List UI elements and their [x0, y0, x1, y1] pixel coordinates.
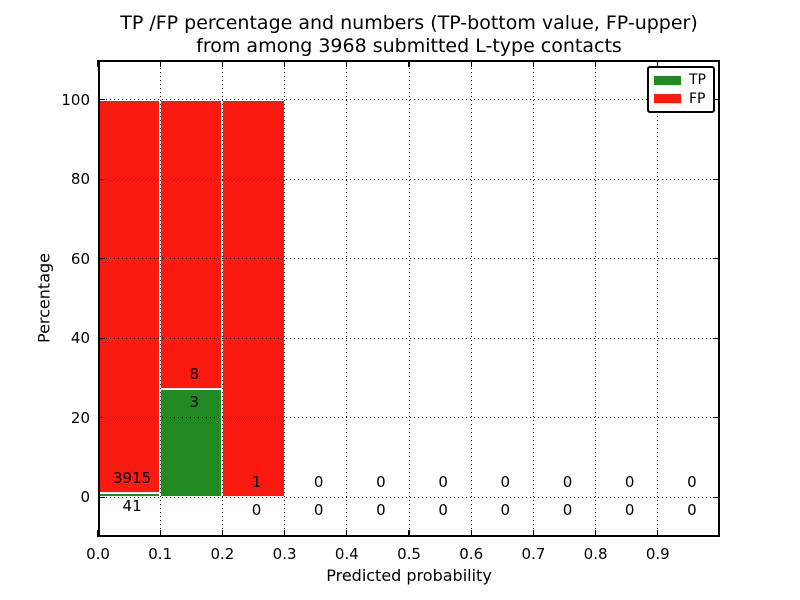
y-tick-mark-left [98, 417, 105, 419]
y-tick-label: 0 [80, 488, 90, 507]
x-tick-mark-bottom [532, 530, 535, 537]
legend-label-fp: FP [689, 90, 706, 107]
y-tick-mark-right [713, 417, 720, 419]
fp-count-label: 1 [251, 473, 262, 492]
x-tick-mark-top [284, 60, 286, 67]
x-axis-label: Predicted probability [326, 566, 492, 585]
fp-count-label: 8 [189, 364, 200, 383]
x-tick-label: 0.3 [272, 545, 297, 563]
x-tick-mark-bottom [595, 530, 597, 537]
legend-item-fp: FP [654, 92, 708, 106]
fp-count-label: 0 [376, 473, 386, 492]
y-tick-label: 40 [70, 329, 90, 348]
legend-swatch-tp [654, 75, 681, 85]
x-tick-label: 0.9 [645, 545, 670, 563]
tp-count-label: 0 [687, 501, 697, 520]
x-tick-mark-top [97, 60, 99, 67]
fp-count-label: 0 [438, 473, 448, 492]
y-tick-mark-left [98, 258, 105, 260]
legend-swatch-fp [654, 94, 681, 104]
x-tick-mark-bottom [159, 530, 161, 537]
bar-fp [98, 99, 161, 494]
tp-count-label: 0 [376, 501, 386, 520]
tp-count-label: 41 [122, 497, 142, 516]
tp-count-label: 3 [189, 392, 200, 411]
x-tick-mark-top [532, 60, 535, 67]
legend-label-tp: TP [689, 72, 706, 89]
grid-line-v [408, 60, 410, 537]
x-tick-label: 0.7 [521, 545, 546, 563]
bar-fp [160, 99, 223, 389]
y-tick-mark-right [713, 258, 720, 260]
fp-count-label: 0 [500, 473, 511, 492]
y-tick-label: 100 [61, 90, 90, 109]
tp-count-label: 0 [624, 501, 635, 520]
grid-line-v [346, 60, 348, 537]
x-tick-mark-bottom [346, 530, 348, 537]
x-tick-label: 0.2 [210, 545, 235, 563]
tp-count-label: 0 [313, 501, 324, 520]
x-tick-label: 0.4 [334, 545, 359, 563]
chart-title: TP /FP percentage and numbers (TP-bottom… [98, 12, 720, 58]
x-tick-label: 0.6 [459, 545, 484, 563]
x-tick-mark-top [346, 60, 348, 67]
tp-count-label: 0 [251, 501, 262, 520]
y-tick-mark-right [713, 99, 720, 101]
tp-count-label: 0 [562, 501, 573, 520]
grid-line-v [284, 60, 286, 537]
fp-count-label: 0 [624, 473, 635, 492]
y-tick-mark-right [713, 496, 720, 498]
y-tick-label: 20 [70, 408, 90, 427]
x-tick-label: 0.1 [148, 545, 173, 563]
bar-tp [160, 388, 223, 498]
grid-line-v [657, 60, 659, 537]
legend: TP FP [647, 66, 715, 113]
y-tick-mark-left [98, 496, 105, 498]
x-tick-mark-bottom [221, 530, 224, 537]
y-tick-mark-left [98, 178, 105, 180]
grid-line-v [595, 60, 597, 537]
y-tick-mark-left [98, 337, 105, 339]
tp-count-label: 0 [438, 501, 448, 520]
x-tick-mark-top [595, 60, 597, 67]
y-tick-mark-left [98, 99, 105, 101]
y-tick-label: 80 [70, 170, 90, 189]
legend-item-tp: TP [654, 73, 708, 87]
x-tick-mark-bottom [470, 530, 472, 537]
x-tick-mark-top [408, 60, 410, 67]
bar-fp [222, 99, 285, 498]
fp-count-label: 3915 [113, 469, 152, 488]
x-tick-mark-top [159, 60, 161, 67]
x-tick-mark-top [221, 60, 224, 67]
fp-count-label: 0 [313, 473, 324, 492]
grid-line-v [532, 60, 534, 537]
chart-title-line1: TP /FP percentage and numbers (TP-bottom… [120, 12, 698, 34]
x-tick-mark-bottom [657, 530, 659, 537]
x-tick-label: 0.8 [583, 545, 608, 563]
x-tick-mark-bottom [284, 530, 286, 537]
x-tick-label: 0.5 [397, 545, 421, 563]
fp-count-label: 0 [687, 473, 697, 492]
x-tick-mark-top [657, 60, 659, 67]
x-tick-mark-top [470, 60, 472, 67]
grid-line-v [159, 60, 161, 537]
y-tick-label: 60 [70, 249, 90, 268]
y-tick-mark-right [713, 178, 720, 180]
x-tick-mark-bottom [408, 530, 410, 537]
x-tick-mark-bottom [97, 530, 99, 537]
y-tick-mark-right [713, 337, 720, 339]
grid-line-v [470, 60, 472, 537]
grid-line-v [221, 60, 223, 537]
x-tick-label: 0.0 [86, 545, 110, 563]
chart-title-line2: from among 3968 submitted L-type contact… [196, 35, 622, 57]
fp-count-label: 0 [562, 473, 573, 492]
tp-count-label: 0 [500, 501, 511, 520]
